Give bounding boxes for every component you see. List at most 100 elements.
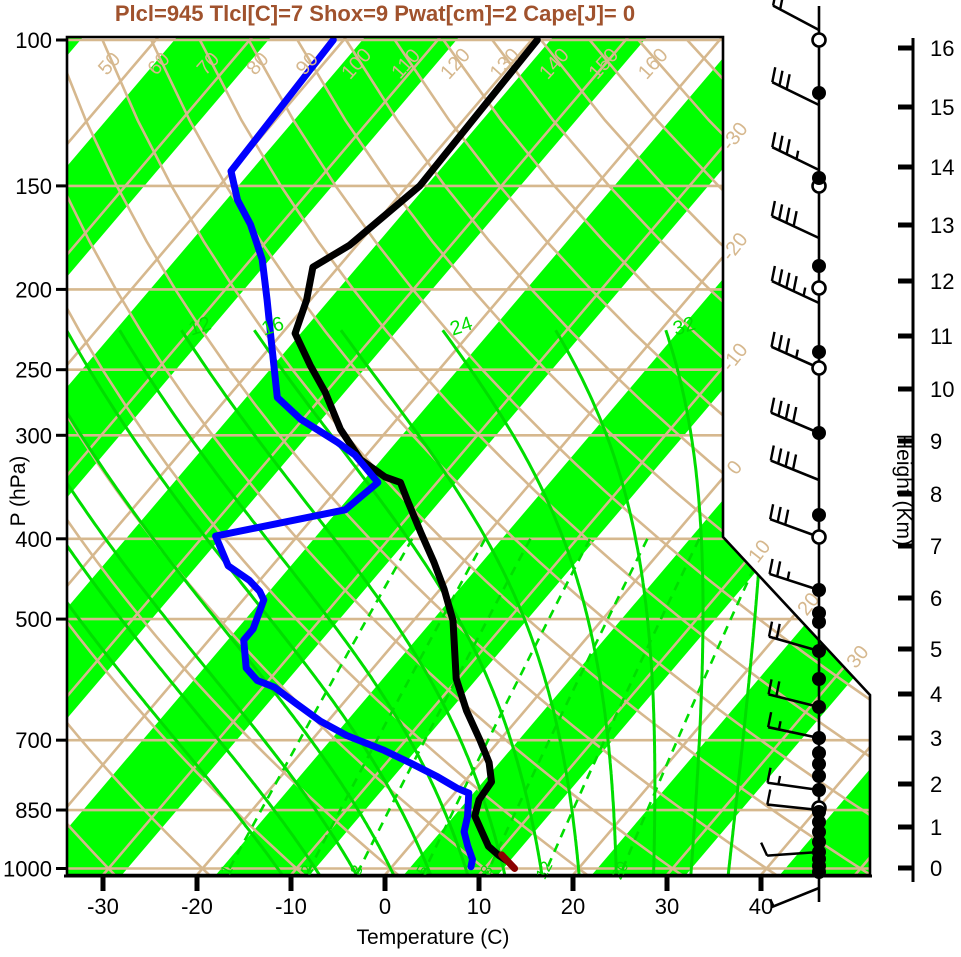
wind-level-filled-marker bbox=[812, 865, 826, 879]
moist-adiabat-line bbox=[67, 329, 365, 875]
height-tick-label: 10 bbox=[930, 377, 954, 402]
dry-adiabat-line bbox=[67, 39, 794, 875]
dry-adiabat-line bbox=[67, 39, 603, 875]
wind-barb-tick bbox=[785, 73, 791, 90]
pressure-tick-label: 500 bbox=[15, 607, 52, 632]
height-tick-label: 15 bbox=[930, 95, 954, 120]
dry-adiabat-line bbox=[67, 39, 508, 875]
isotherm-line bbox=[666, 37, 870, 875]
moist-adiabat-line bbox=[67, 329, 328, 875]
pressure-tick-label: 1000 bbox=[3, 857, 52, 882]
height-tick-label: 6 bbox=[930, 586, 942, 611]
isotherm-line bbox=[67, 37, 442, 875]
isotherm-label: 30 bbox=[842, 642, 873, 673]
pressure-tick-label: 150 bbox=[15, 174, 52, 199]
wind-level-filled-marker bbox=[812, 259, 826, 273]
wind-level-filled-marker bbox=[812, 783, 826, 797]
isotherm-line bbox=[290, 37, 870, 875]
wind-level-filled-marker bbox=[812, 644, 826, 658]
wind-level-filled-marker bbox=[812, 825, 826, 839]
dry-adiabat-line bbox=[345, 39, 870, 875]
wind-barb-tick bbox=[776, 506, 782, 523]
wind-barb-tick bbox=[785, 138, 791, 155]
wind-barb-tick bbox=[770, 265, 777, 282]
wind-barb-halftick bbox=[794, 349, 799, 359]
temp-tick-label: 10 bbox=[467, 894, 491, 919]
pressure-tick-label: 400 bbox=[15, 527, 52, 552]
height-tick-label: 5 bbox=[930, 637, 942, 662]
wind-barb-tick bbox=[766, 789, 772, 805]
dry-adiabat-line bbox=[67, 39, 318, 875]
height-tick-label: 9 bbox=[930, 429, 942, 454]
green-shade-band bbox=[67, 37, 271, 875]
wind-barb-tick bbox=[768, 558, 774, 575]
dewpoint-trace bbox=[212, 37, 476, 871]
wind-barb-stem bbox=[772, 4, 820, 32]
wind-barb-halftick bbox=[777, 720, 782, 730]
wind-barb-tick bbox=[771, 0, 776, 6]
wind-barb-tick bbox=[785, 207, 791, 224]
wind-barb-tick bbox=[784, 403, 791, 420]
wind-level-filled-marker bbox=[812, 746, 826, 760]
wind-level-filled-marker bbox=[812, 345, 826, 359]
wind-level-filled-marker bbox=[812, 757, 826, 771]
wind-barb-halftick bbox=[769, 898, 775, 907]
wind-level-filled-marker bbox=[812, 815, 826, 829]
wind-barb-stem bbox=[768, 693, 820, 709]
wind-barb-tick bbox=[775, 623, 781, 640]
wind-level-open-marker bbox=[811, 32, 827, 48]
isotherm-line bbox=[67, 37, 254, 875]
wind-barb-tick bbox=[778, 70, 784, 86]
temp-tick-label: 40 bbox=[749, 894, 773, 919]
wind-barb-tick bbox=[768, 503, 775, 520]
wind-barb-tick bbox=[769, 397, 776, 413]
wind-level-open-marker bbox=[811, 529, 827, 545]
moist-adiabat-line bbox=[339, 329, 582, 875]
mixing-ratio-line bbox=[538, 538, 701, 875]
wind-barb-stem bbox=[767, 803, 820, 812]
wind-barb-tick bbox=[778, 135, 784, 151]
wind-level-filled-marker bbox=[812, 508, 826, 522]
wind-barb-tick bbox=[792, 210, 798, 227]
dry-adiabat-line bbox=[67, 39, 222, 875]
wind-barb-halftick bbox=[795, 150, 800, 160]
wind-barb-tick bbox=[777, 448, 783, 464]
moist-adiabat-line bbox=[664, 329, 705, 875]
wind-barb-stem bbox=[771, 214, 820, 240]
temp-tick-label: -30 bbox=[87, 894, 119, 919]
wind-barb-tick bbox=[777, 334, 783, 351]
pressure-tick-label: 300 bbox=[15, 423, 52, 448]
wind-barb-tick bbox=[770, 200, 777, 217]
dry-adiabat-line bbox=[67, 39, 127, 875]
temp-tick-label: 30 bbox=[655, 894, 679, 919]
wind-level-filled-marker bbox=[812, 615, 826, 629]
moist-adiabat-line bbox=[180, 329, 509, 875]
temp-tick-label: 0 bbox=[379, 894, 391, 919]
wind-barb-stem bbox=[771, 279, 820, 305]
x-axis-title: Temperature (C) bbox=[356, 926, 510, 949]
wind-level-filled-marker bbox=[812, 672, 826, 686]
wind-barb-tick bbox=[778, 0, 784, 10]
plot-area bbox=[67, 37, 870, 875]
moist-adiabat-line bbox=[67, 329, 401, 875]
height-tick-label: 12 bbox=[930, 269, 954, 294]
wind-barb-tick bbox=[775, 561, 782, 577]
wind-barb-stem bbox=[771, 81, 820, 107]
mixing-ratio-line bbox=[299, 538, 487, 875]
temp-tick-label: -10 bbox=[275, 894, 307, 919]
wind-level-filled-marker bbox=[812, 835, 826, 849]
dry-adiabat-line bbox=[101, 39, 870, 875]
wind-level-filled-marker bbox=[812, 700, 826, 714]
wind-barb-tick bbox=[777, 400, 783, 417]
wind-barb-stem bbox=[767, 850, 820, 857]
mixing-ratio-line bbox=[218, 538, 414, 875]
dry-adiabat-line bbox=[393, 39, 870, 875]
moist-adiabat-line bbox=[441, 329, 619, 875]
height-tick-label: 1 bbox=[930, 815, 942, 840]
dry-adiabat-label: 160 bbox=[634, 44, 673, 84]
wind-barb-tick bbox=[767, 621, 774, 637]
height-tick-label: 11 bbox=[930, 324, 953, 349]
wind-barb-halftick bbox=[777, 775, 782, 785]
wind-barb-stem bbox=[768, 635, 820, 653]
